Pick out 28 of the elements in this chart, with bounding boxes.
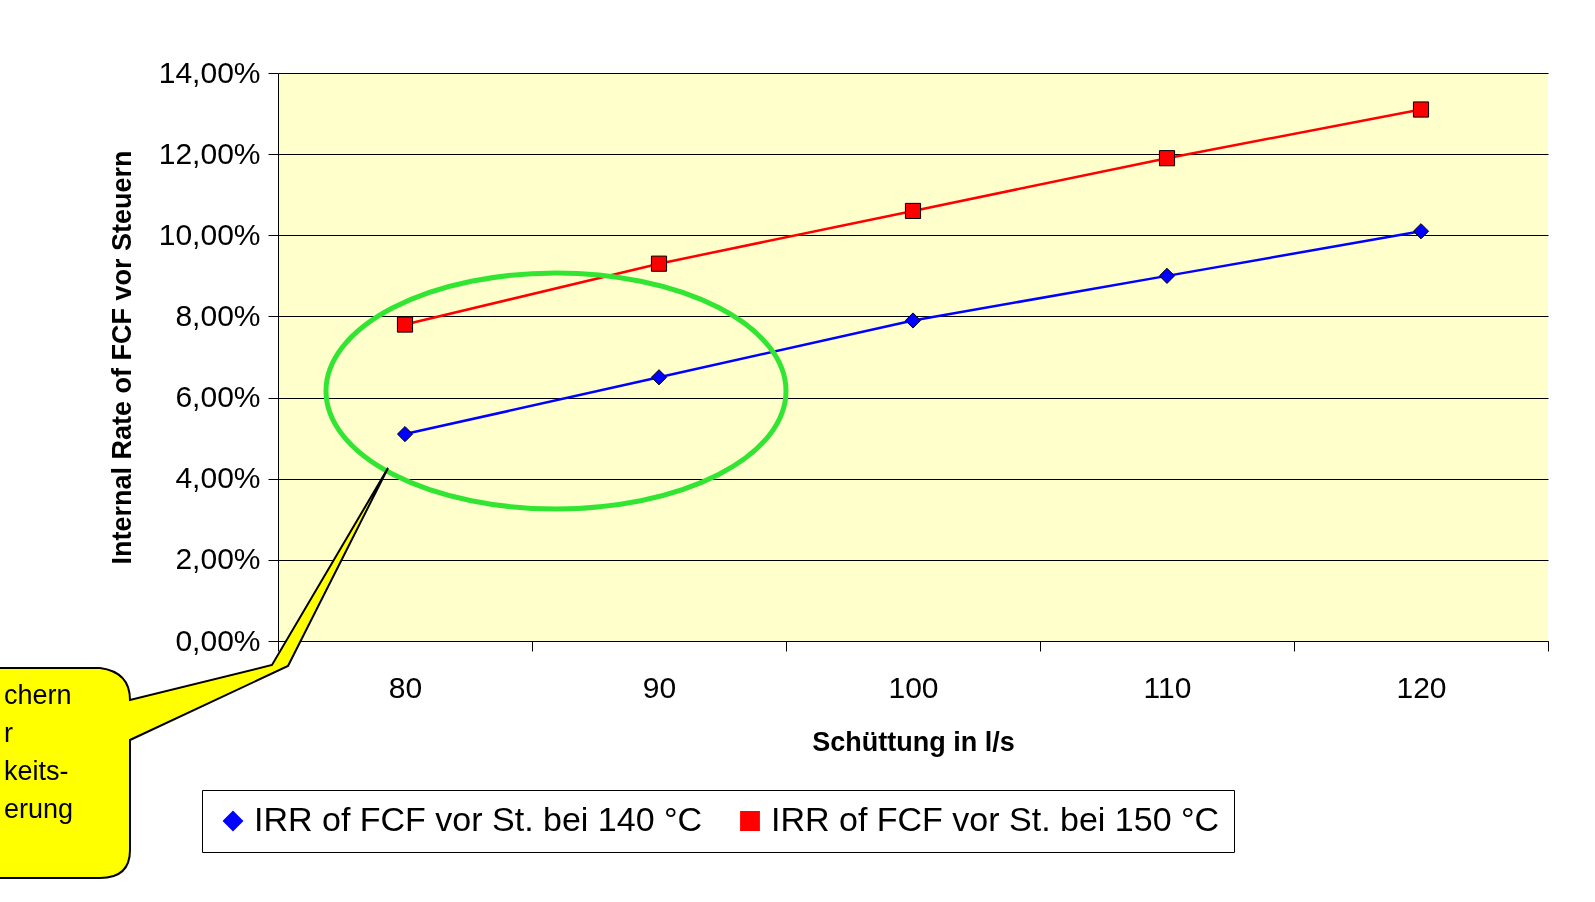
x-tick-label: 100: [888, 670, 939, 704]
point: [650, 369, 668, 386]
x-tick-label: 120: [1396, 670, 1447, 704]
x-axis-title: Schüttung in l/s: [812, 726, 1015, 757]
point: [1412, 223, 1430, 240]
text: chern r keits- erung: [4, 679, 74, 826]
y-axis-title: Internal Rate of FCF vor Steuern: [106, 150, 137, 565]
point: [904, 312, 922, 329]
y-tick-label: 6,00%: [175, 380, 261, 414]
y-tick-label: 4,00%: [175, 461, 261, 495]
x-tick-label: 110: [1143, 670, 1192, 704]
point: [396, 316, 414, 333]
point: [650, 255, 668, 272]
y-tick-label: 14,00%: [158, 55, 261, 89]
point: [904, 202, 922, 220]
point: [396, 426, 414, 443]
legend-label: IRR of FCF vor St. bei 150 °C: [771, 800, 1220, 838]
point: [1158, 150, 1176, 167]
point: [1412, 101, 1430, 118]
legend-label: IRR of FCF vor St. bei 140 °C: [254, 800, 703, 838]
x-tick-label: 90: [642, 670, 677, 704]
y-tick-label: 2,00%: [175, 542, 261, 576]
point: [1158, 267, 1176, 284]
x-tick-label: 80: [388, 670, 423, 704]
y-tick-label: 10,00%: [158, 217, 261, 251]
y-tick-label: 0,00%: [175, 623, 261, 657]
y-tick-label: 12,00%: [158, 136, 261, 170]
y-tick-label: 8,00%: [175, 298, 261, 332]
